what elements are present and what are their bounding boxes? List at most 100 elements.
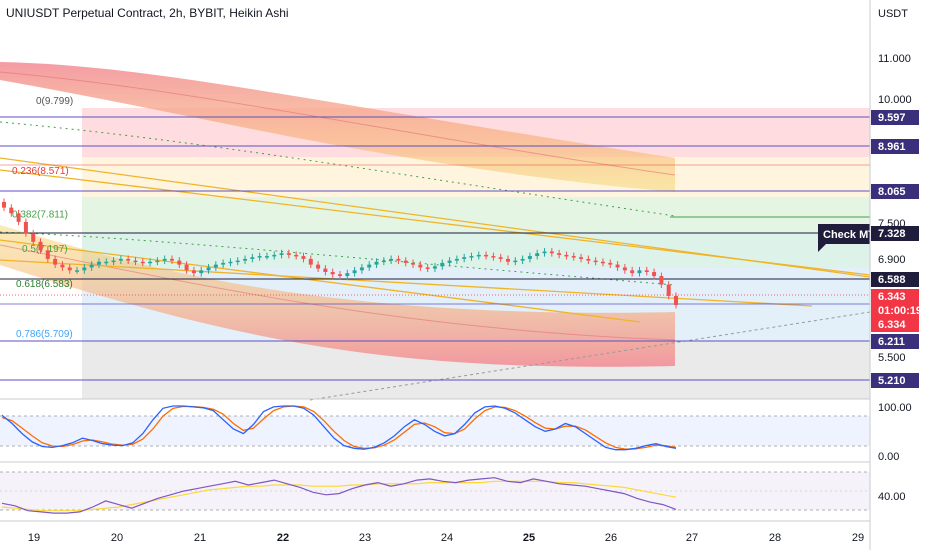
price-badge bbox=[871, 184, 919, 199]
candle-body bbox=[403, 260, 408, 263]
fib-label: 0.786(5.709) bbox=[16, 329, 73, 340]
candle-body bbox=[294, 254, 299, 257]
candle-body bbox=[45, 250, 50, 259]
candle-body bbox=[286, 253, 291, 255]
candle-body bbox=[630, 270, 635, 274]
candle-body bbox=[418, 264, 423, 268]
candle-body bbox=[16, 213, 21, 222]
price-badges: 9.597 8.961 8.065 7.328 6.588 6.343 01:00:19 6.… bbox=[871, 110, 922, 388]
candle-body bbox=[571, 256, 576, 258]
time-label: 26 bbox=[605, 532, 617, 544]
candle-body bbox=[330, 272, 335, 275]
rsi-tick-40: 40.00 bbox=[878, 491, 906, 503]
dotted-curve-upper bbox=[0, 121, 676, 217]
price-badge bbox=[871, 289, 919, 304]
candle-body bbox=[148, 261, 153, 264]
candle-body bbox=[367, 264, 372, 268]
candle-body bbox=[498, 257, 503, 259]
candle-body bbox=[381, 260, 386, 263]
candle-body bbox=[75, 270, 80, 272]
candle-body bbox=[96, 261, 101, 265]
candle-body bbox=[177, 260, 182, 265]
candle-body bbox=[637, 270, 642, 274]
candle-body bbox=[243, 258, 248, 261]
candle-body bbox=[264, 256, 269, 258]
candle-body bbox=[469, 256, 474, 258]
candle-body bbox=[272, 254, 277, 257]
candle-body bbox=[235, 260, 240, 263]
candle-body bbox=[432, 266, 437, 269]
trend-lines bbox=[0, 157, 871, 323]
time-label: 24 bbox=[441, 532, 453, 544]
candle-body bbox=[411, 262, 416, 265]
price-badge-label: 9.597 bbox=[878, 112, 906, 124]
time-label: 22 bbox=[277, 532, 289, 544]
candle-body bbox=[228, 261, 233, 264]
candle-body bbox=[484, 254, 489, 257]
time-label: 28 bbox=[769, 532, 781, 544]
rsi-panel bbox=[0, 471, 870, 514]
fib-zone-05-0618 bbox=[82, 232, 870, 268]
time-label: 27 bbox=[686, 532, 698, 544]
time-label: 25 bbox=[523, 532, 535, 544]
candle-body bbox=[674, 295, 678, 306]
candle-body bbox=[301, 256, 306, 259]
time-label: 20 bbox=[111, 532, 123, 544]
candle-body bbox=[111, 260, 116, 263]
candle-body bbox=[140, 261, 145, 264]
rsi-ma-line bbox=[1, 480, 677, 512]
candle-body bbox=[323, 268, 328, 273]
candle-body bbox=[155, 260, 160, 263]
candle-body bbox=[476, 254, 481, 257]
check-mt-callout[interactable]: Check MT bbox=[818, 224, 875, 252]
stochastic-panel bbox=[0, 405, 870, 451]
candle-body bbox=[250, 257, 255, 259]
axis-unit-label: USDT bbox=[878, 8, 908, 20]
projection-dashed-line bbox=[309, 311, 871, 401]
price-badge-label: 6.343 bbox=[878, 291, 906, 303]
candle-body bbox=[447, 260, 452, 263]
candle-body bbox=[133, 260, 138, 263]
price-badge-label: 5.210 bbox=[878, 375, 906, 387]
price-badge bbox=[871, 139, 919, 154]
candle-body bbox=[564, 254, 569, 257]
candle-body bbox=[2, 201, 6, 208]
fib-label: 0.382(7.811) bbox=[12, 209, 68, 220]
price-badge bbox=[871, 303, 919, 318]
candle-body bbox=[652, 272, 657, 276]
stoch-tick-100: 100.00 bbox=[878, 402, 912, 414]
candle-body bbox=[38, 241, 43, 251]
price-tick-label: 6.900 bbox=[878, 254, 906, 266]
candle-body bbox=[491, 256, 496, 258]
time-label: 23 bbox=[359, 532, 371, 544]
candle-body bbox=[199, 270, 204, 274]
candle-body bbox=[462, 257, 467, 259]
candle-body bbox=[221, 262, 226, 265]
callout-text: Check MT bbox=[823, 229, 875, 241]
candle-body bbox=[31, 233, 36, 242]
candle-body bbox=[352, 270, 357, 274]
candle-body bbox=[520, 258, 525, 261]
price-tick-label: 5.500 bbox=[878, 352, 906, 364]
candle-body bbox=[308, 258, 313, 265]
price-badge bbox=[871, 272, 919, 287]
candle-body bbox=[126, 258, 131, 261]
price-tick-label: 10.000 bbox=[878, 94, 912, 106]
price-badge-label: 8.065 bbox=[878, 186, 906, 198]
candle-body bbox=[60, 264, 65, 268]
candle-body bbox=[513, 260, 518, 263]
candle-body bbox=[600, 261, 605, 264]
candle-body bbox=[527, 256, 532, 259]
price-badge bbox=[871, 317, 919, 332]
chart-title: UNIUSDT Perpetual Contract, 2h, BYBIT, H… bbox=[6, 6, 289, 20]
time-label: 19 bbox=[28, 532, 40, 544]
stoch-d-line bbox=[1, 405, 677, 450]
candle-body bbox=[206, 267, 211, 271]
candle-body bbox=[666, 284, 671, 296]
time-label: 21 bbox=[194, 532, 206, 544]
candle-body bbox=[579, 257, 584, 259]
price-badge bbox=[871, 373, 919, 388]
rsi-line bbox=[1, 477, 677, 514]
candle-body bbox=[345, 273, 350, 276]
